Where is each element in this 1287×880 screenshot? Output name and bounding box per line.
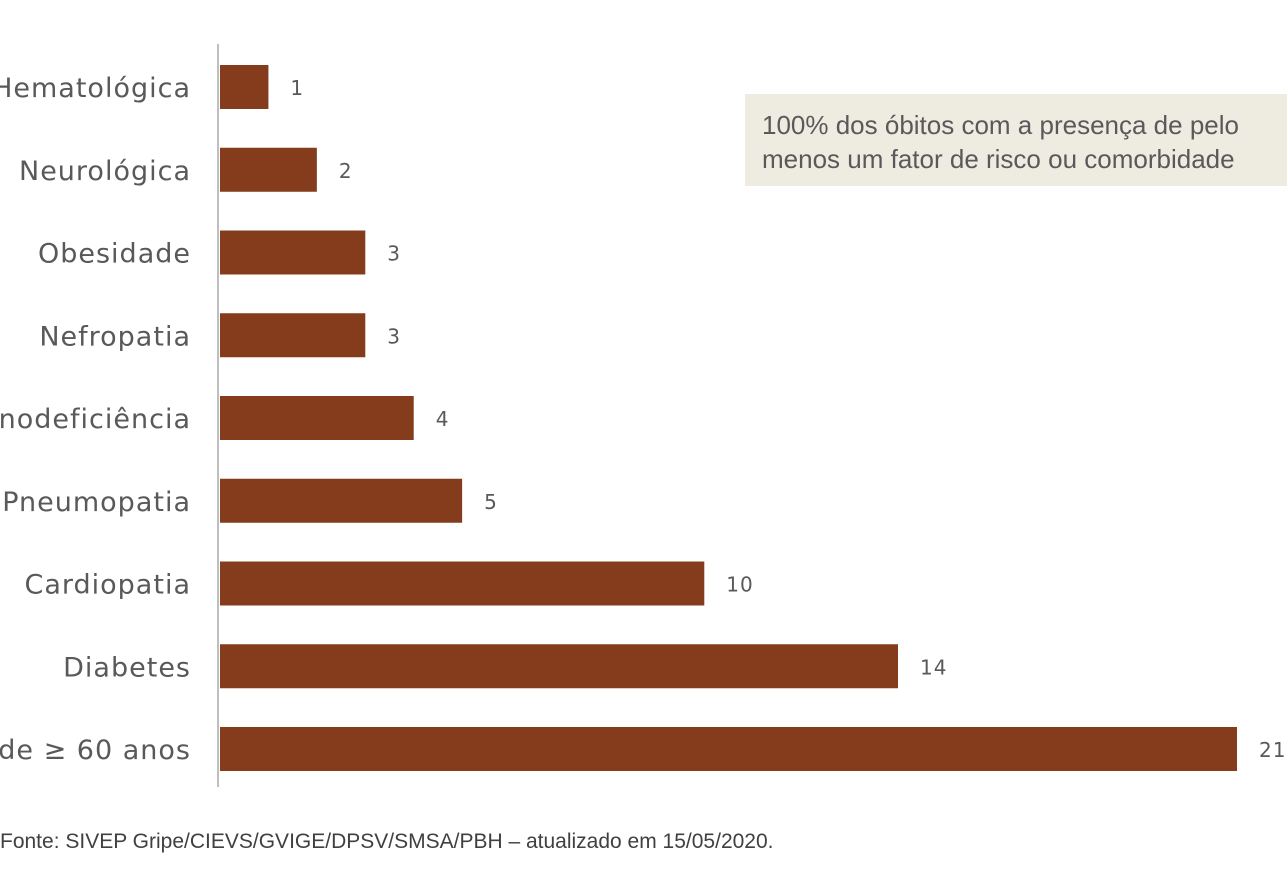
bar: [220, 65, 269, 109]
bar: [220, 396, 414, 440]
data-label: 1: [290, 76, 304, 100]
annotation-line-2: menos um fator de risco ou comorbidade: [762, 144, 1235, 174]
category-label: Cardiopatia: [24, 570, 191, 601]
source-note: Fonte: SIVEP Gripe/CIEVS/GVIGE/DPSV/SMSA…: [0, 830, 774, 853]
category-label: Idade ≥ 60 anos: [0, 735, 191, 766]
category-label: Obesidade: [38, 239, 191, 270]
data-label: 14: [920, 655, 947, 679]
category-label: Imunodeficiência: [0, 404, 191, 435]
data-label: 3: [387, 324, 401, 348]
category-label: Diabetes: [63, 652, 191, 683]
category-label: Nefropatia: [39, 321, 191, 352]
data-label: 10: [726, 573, 753, 597]
category-labels: Hematológica Neurológica Obesidade Nefropat…: [0, 73, 191, 766]
data-label: 3: [387, 242, 401, 266]
bar: [220, 561, 705, 606]
data-label: 2: [339, 159, 353, 183]
bars-layer: [220, 65, 1237, 771]
bar: [220, 313, 366, 358]
category-label: Pneumopatia: [2, 487, 191, 518]
category-label: Neurológica: [19, 156, 191, 187]
data-label: 5: [484, 490, 498, 514]
bar: [220, 727, 1237, 771]
category-label: Hematológica: [0, 73, 191, 104]
annotation-box: 100% dos óbitos com a presença de pelo m…: [745, 94, 1287, 186]
data-label: 4: [436, 407, 450, 431]
annotation-line-1: 100% dos óbitos com a presença de pelo: [762, 110, 1239, 140]
bar: [220, 147, 317, 192]
bar: [220, 644, 898, 689]
value-labels: 1 2 3 3 4 5 10 14 21: [290, 76, 1286, 762]
bar: [220, 230, 366, 275]
data-label: 21: [1259, 738, 1286, 762]
bar: [220, 478, 463, 523]
